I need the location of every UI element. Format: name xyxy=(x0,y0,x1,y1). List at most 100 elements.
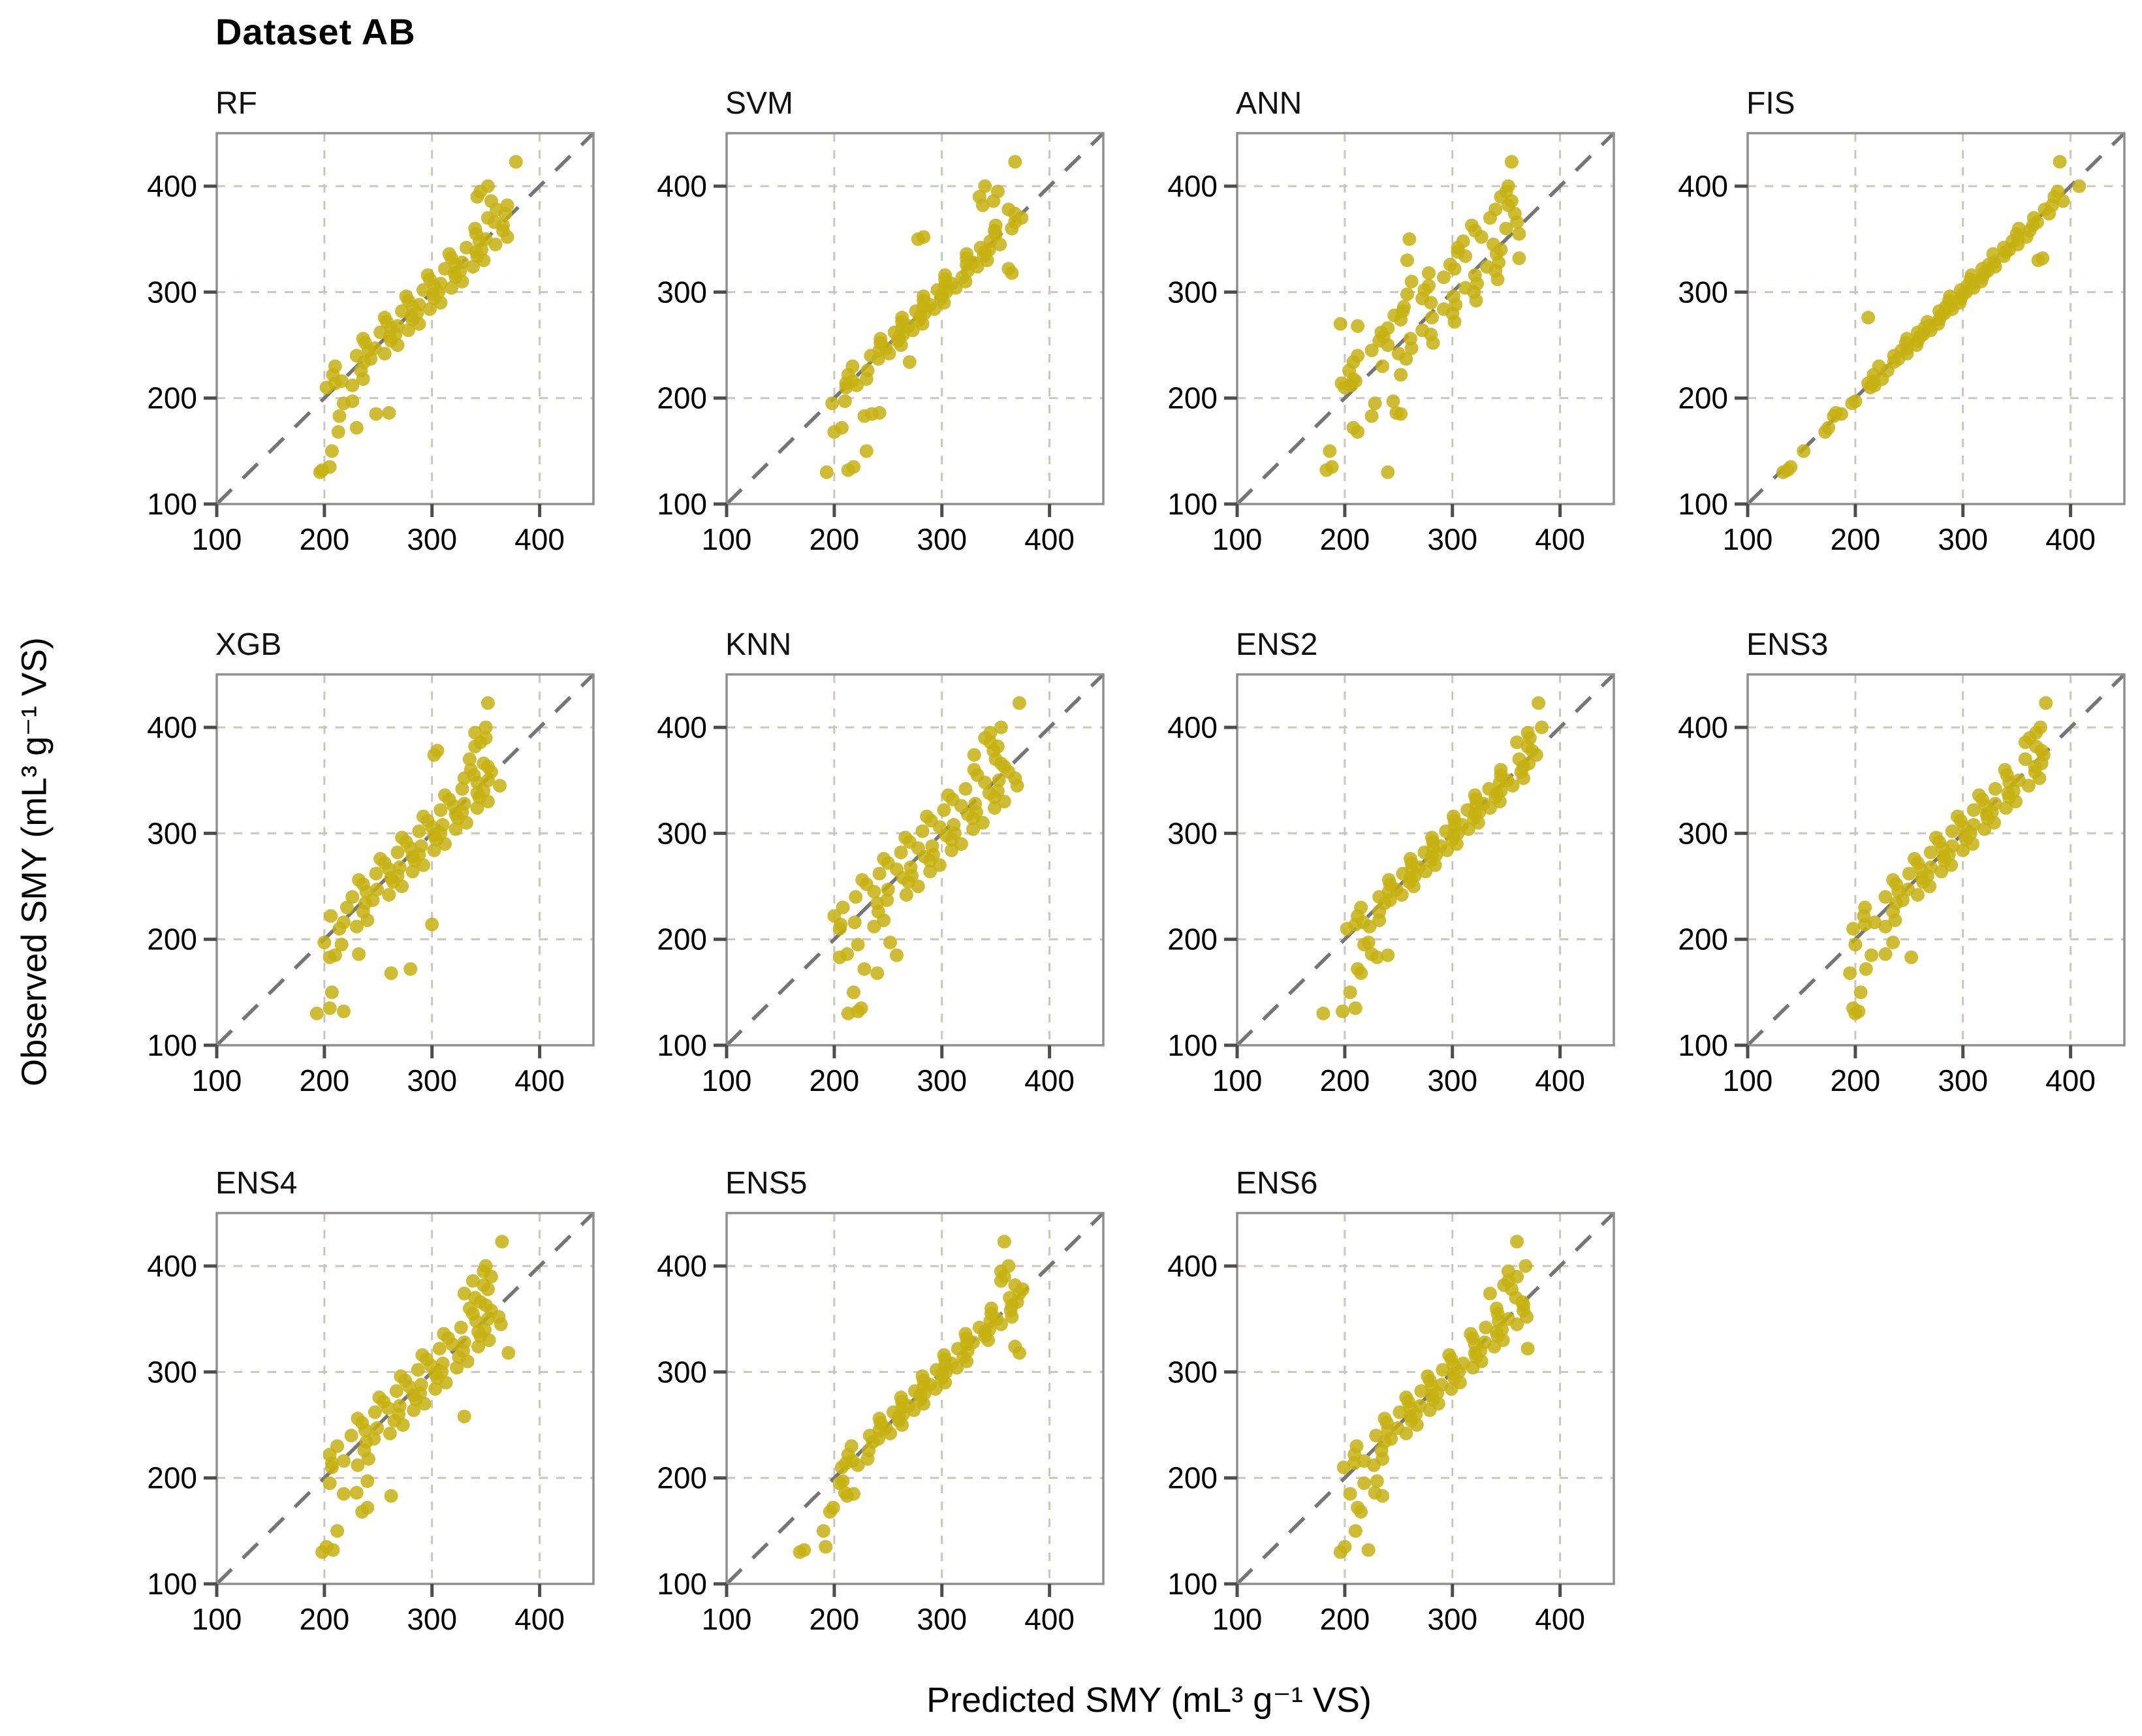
data-point xyxy=(838,394,852,409)
data-point xyxy=(480,696,495,710)
data-point xyxy=(1458,281,1472,295)
data-point xyxy=(330,1439,345,1453)
y-tick-label: 300 xyxy=(147,816,197,850)
panel-title: SVM xyxy=(725,86,793,121)
data-point xyxy=(1343,1487,1357,1501)
data-point xyxy=(847,985,860,1000)
y-tick-label: 100 xyxy=(657,1028,707,1062)
data-point xyxy=(819,1539,833,1554)
y-tick-label: 400 xyxy=(1678,169,1728,203)
data-point xyxy=(947,817,961,832)
data-point xyxy=(872,1412,887,1426)
x-tick-label: 400 xyxy=(1535,522,1585,556)
data-point xyxy=(457,1410,471,1424)
data-point xyxy=(997,1235,1011,1249)
x-tick-label: 400 xyxy=(514,1064,565,1097)
data-point xyxy=(368,1405,382,1419)
data-point xyxy=(1956,843,1970,857)
data-point xyxy=(983,725,998,740)
data-point xyxy=(1945,824,1959,838)
data-point xyxy=(435,817,450,832)
data-point xyxy=(500,198,514,212)
identity-line xyxy=(215,1212,595,1585)
data-point xyxy=(425,917,439,932)
data-point xyxy=(394,1369,408,1383)
data-point xyxy=(1486,237,1500,251)
panel-title: ENS3 xyxy=(1746,627,1828,662)
data-point xyxy=(1886,873,1900,887)
data-point xyxy=(1008,1340,1022,1353)
data-point xyxy=(872,405,887,420)
data-point xyxy=(370,882,385,896)
data-point xyxy=(468,221,482,236)
data-point xyxy=(825,396,840,411)
data-point xyxy=(1488,202,1503,217)
data-point xyxy=(432,1342,447,1356)
data-point xyxy=(414,1378,428,1392)
data-point xyxy=(1901,882,1915,896)
data-point xyxy=(1886,936,1900,950)
data-point xyxy=(1920,315,1934,329)
points-layer xyxy=(1843,696,2053,1020)
data-point xyxy=(435,1356,450,1370)
data-point xyxy=(840,947,855,961)
data-point xyxy=(984,1301,998,1316)
data-point xyxy=(836,900,850,915)
data-point xyxy=(479,731,493,745)
data-point xyxy=(1520,1342,1535,1356)
data-point xyxy=(1479,1320,1493,1334)
data-point xyxy=(465,1274,480,1288)
x-tick-label: 400 xyxy=(1024,1602,1075,1636)
x-tick-label: 200 xyxy=(300,1602,350,1636)
data-point xyxy=(1797,444,1811,458)
data-point xyxy=(324,985,339,1000)
data-point xyxy=(395,830,409,845)
data-point xyxy=(450,1361,464,1375)
x-tick-label: 400 xyxy=(2045,1064,2096,1097)
x-tick-label: 100 xyxy=(1212,522,1263,556)
data-point xyxy=(2051,184,2065,198)
data-point xyxy=(894,1390,908,1404)
data-point xyxy=(462,1301,477,1316)
y-tick-label: 100 xyxy=(1167,487,1218,521)
panel-border xyxy=(1236,132,1615,505)
data-point xyxy=(1364,947,1379,961)
panel-border xyxy=(1746,673,2126,1047)
data-point xyxy=(480,211,495,225)
data-point xyxy=(968,797,983,811)
data-point xyxy=(1843,966,1857,981)
data-point xyxy=(337,1004,351,1018)
data-point xyxy=(1442,1348,1457,1362)
data-point xyxy=(1468,268,1482,282)
data-point xyxy=(960,247,974,261)
x-tick-label: 100 xyxy=(192,1602,242,1636)
x-tick-label: 100 xyxy=(702,1064,752,1097)
data-point xyxy=(860,364,875,377)
data-point xyxy=(1381,321,1395,336)
data-point xyxy=(1354,900,1368,915)
data-point xyxy=(899,888,913,902)
data-point xyxy=(1512,752,1526,766)
data-point xyxy=(1437,302,1451,316)
data-point xyxy=(470,801,484,815)
data-point xyxy=(1393,1405,1407,1419)
data-point xyxy=(1945,839,1959,853)
data-point xyxy=(370,1421,385,1435)
data-point xyxy=(1361,936,1376,950)
y-tick-label: 300 xyxy=(1167,1355,1218,1389)
data-point xyxy=(372,1390,386,1404)
data-point xyxy=(816,1524,830,1538)
data-point xyxy=(904,860,918,874)
data-point xyxy=(1878,919,1893,934)
data-point xyxy=(403,962,418,976)
data-point xyxy=(340,900,354,915)
data-point xyxy=(1868,915,1882,930)
data-point xyxy=(847,460,860,474)
data-point xyxy=(1446,810,1460,823)
data-point xyxy=(1846,1001,1861,1015)
data-point xyxy=(990,784,1005,798)
panel-border xyxy=(215,1212,595,1585)
data-point xyxy=(324,444,339,458)
x-tick-label: 200 xyxy=(1320,1064,1370,1097)
